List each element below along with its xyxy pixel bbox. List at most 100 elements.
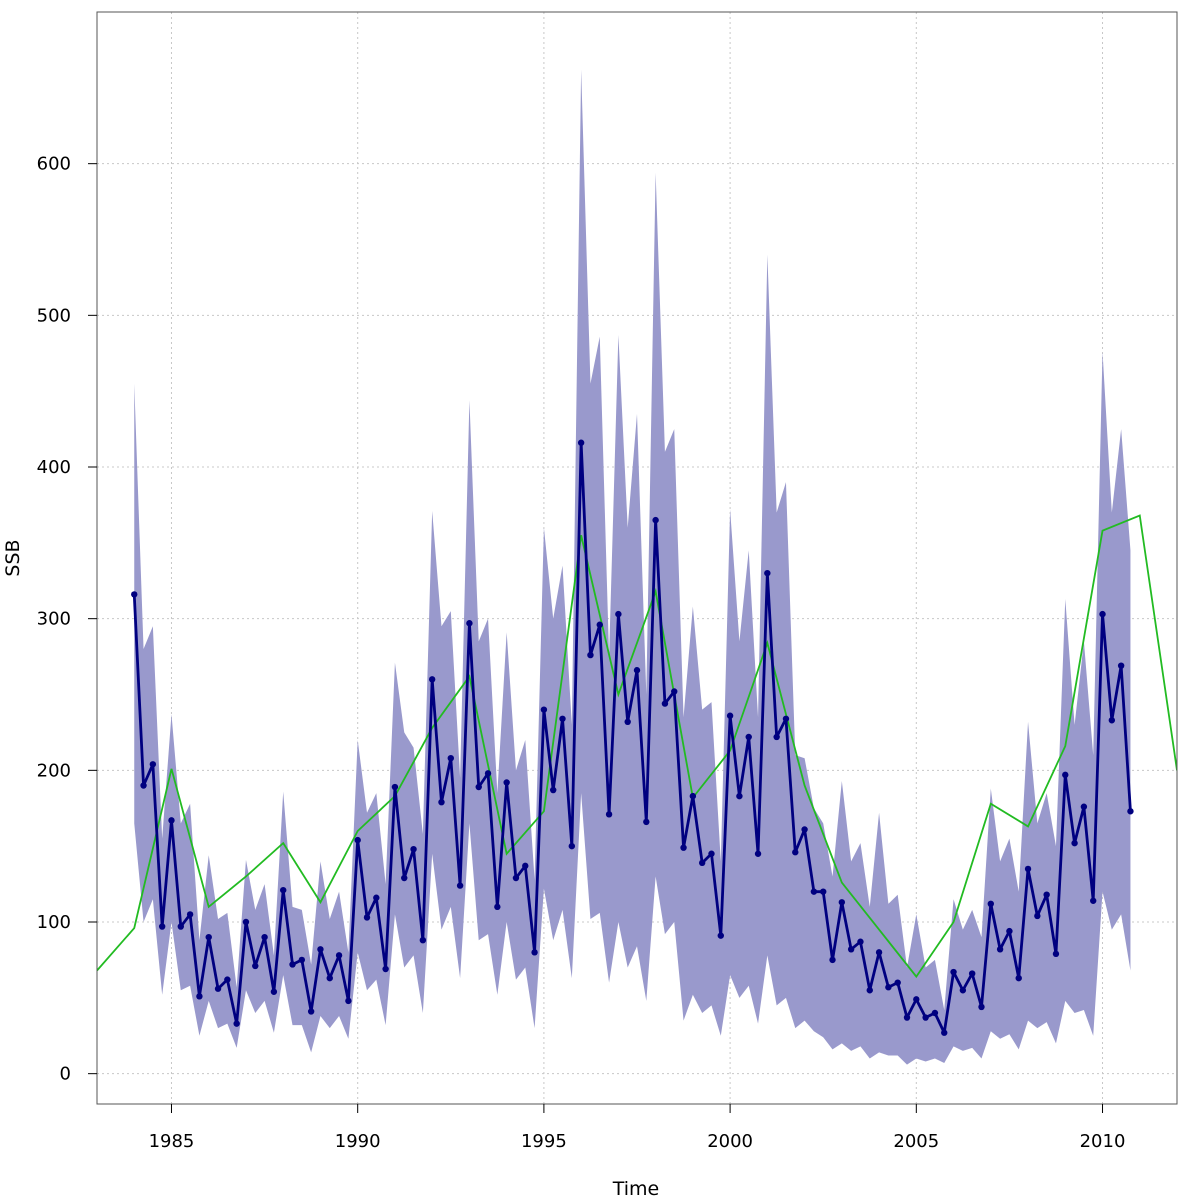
confidence-band: [134, 69, 1131, 1065]
estimate-point: [410, 846, 417, 853]
estimate-point: [661, 700, 669, 707]
estimate-point: [978, 1003, 985, 1011]
estimate-point: [224, 976, 231, 983]
estimate-point: [745, 733, 752, 741]
estimate-point: [736, 792, 743, 800]
estimate-point: [140, 782, 147, 789]
estimate-point: [968, 970, 976, 977]
y-tick-label: 100: [37, 912, 71, 933]
estimate-point: [1024, 865, 1032, 873]
plot-area: [97, 69, 1177, 1065]
y-tick-label: 600: [37, 154, 71, 175]
estimate-point: [754, 850, 762, 857]
estimate-point: [792, 849, 799, 856]
estimate-point: [820, 888, 827, 895]
x-tick-label: 1995: [521, 1131, 567, 1152]
estimate-point: [922, 1014, 929, 1021]
estimate-point: [242, 918, 250, 926]
estimate-point: [531, 949, 538, 956]
estimate-point: [568, 842, 576, 850]
survey-line: [97, 514, 1177, 979]
estimate-point: [559, 715, 566, 722]
estimate-point: [847, 946, 855, 953]
estimate-point: [1034, 912, 1041, 920]
x-axis: 1985 1990 1995 2000 2005 2010: [149, 1104, 1126, 1152]
estimate-point: [689, 792, 697, 800]
estimate-point: [252, 962, 259, 970]
estimate-point: [149, 761, 157, 768]
y-tick-label: 0: [60, 1064, 71, 1085]
estimate-point: [857, 938, 864, 945]
estimate-point: [1006, 927, 1013, 935]
estimate-point: [168, 817, 175, 824]
estimate-point: [522, 862, 529, 870]
estimate-point: [214, 985, 222, 992]
estimate-point: [996, 946, 1004, 953]
estimate-point: [177, 923, 184, 930]
estimate-point: [345, 997, 352, 1005]
estimate-point: [233, 1020, 240, 1027]
y-tick-label: 300: [37, 609, 71, 630]
estimate-point: [624, 718, 631, 725]
estimate-point: [643, 818, 650, 826]
estimate-point: [1043, 891, 1050, 898]
estimate-point: [838, 899, 846, 906]
estimate-point: [419, 937, 427, 944]
estimate-point: [373, 894, 380, 901]
estimate-point: [363, 914, 371, 921]
estimate-point: [1071, 839, 1078, 847]
estimate-point: [261, 933, 268, 941]
estimate-point: [1062, 771, 1069, 779]
estimate-point: [950, 968, 957, 976]
estimate-point: [391, 783, 399, 791]
x-tick-label: 1990: [335, 1131, 381, 1152]
estimate-point: [456, 882, 464, 889]
estimate-point: [494, 903, 501, 911]
estimate-point: [196, 993, 203, 1000]
estimate-point: [671, 688, 678, 695]
estimate-point: [605, 811, 613, 818]
estimate-point: [1052, 950, 1060, 958]
estimate-point: [652, 516, 659, 524]
estimate-point: [326, 974, 333, 982]
estimate-point: [1090, 897, 1097, 904]
estimate-point: [726, 712, 734, 719]
estimate-point: [484, 770, 492, 777]
estimate-point: [764, 569, 771, 577]
estimate-point: [298, 956, 306, 964]
estimate-point: [280, 886, 287, 894]
estimate-point: [717, 932, 724, 939]
estimate-point: [680, 844, 687, 851]
estimate-point: [773, 733, 780, 741]
estimate-point: [698, 859, 706, 867]
estimate-point: [270, 988, 278, 995]
estimate-point: [447, 755, 454, 762]
y-tick-label: 400: [37, 457, 71, 478]
estimate-point: [1099, 610, 1106, 618]
estimate-point: [512, 874, 520, 882]
x-tick-label: 2005: [893, 1131, 939, 1152]
estimate-point: [1127, 808, 1134, 815]
estimate-point: [810, 888, 818, 895]
x-axis-title: Time: [612, 1178, 660, 1200]
estimate-point: [959, 987, 967, 994]
estimate-point: [931, 1009, 939, 1017]
estimate-point: [615, 610, 622, 618]
estimate-point: [903, 1014, 911, 1021]
estimate-point: [829, 956, 836, 964]
estimate-point: [1108, 717, 1116, 724]
estimate-point: [317, 946, 324, 953]
estimate-point: [894, 979, 901, 986]
plot-frame: [96, 11, 1178, 1105]
estimate-point: [475, 783, 482, 791]
estimate-point: [131, 591, 138, 598]
x-tick-label: 1985: [149, 1131, 195, 1152]
estimate-point: [289, 961, 296, 968]
x-tick-label: 2010: [1080, 1131, 1126, 1152]
estimate-point: [596, 621, 603, 628]
y-tick-label: 500: [37, 305, 71, 326]
estimate-point: [913, 996, 920, 1003]
estimate-point: [307, 1008, 315, 1015]
estimate-point: [186, 911, 194, 918]
